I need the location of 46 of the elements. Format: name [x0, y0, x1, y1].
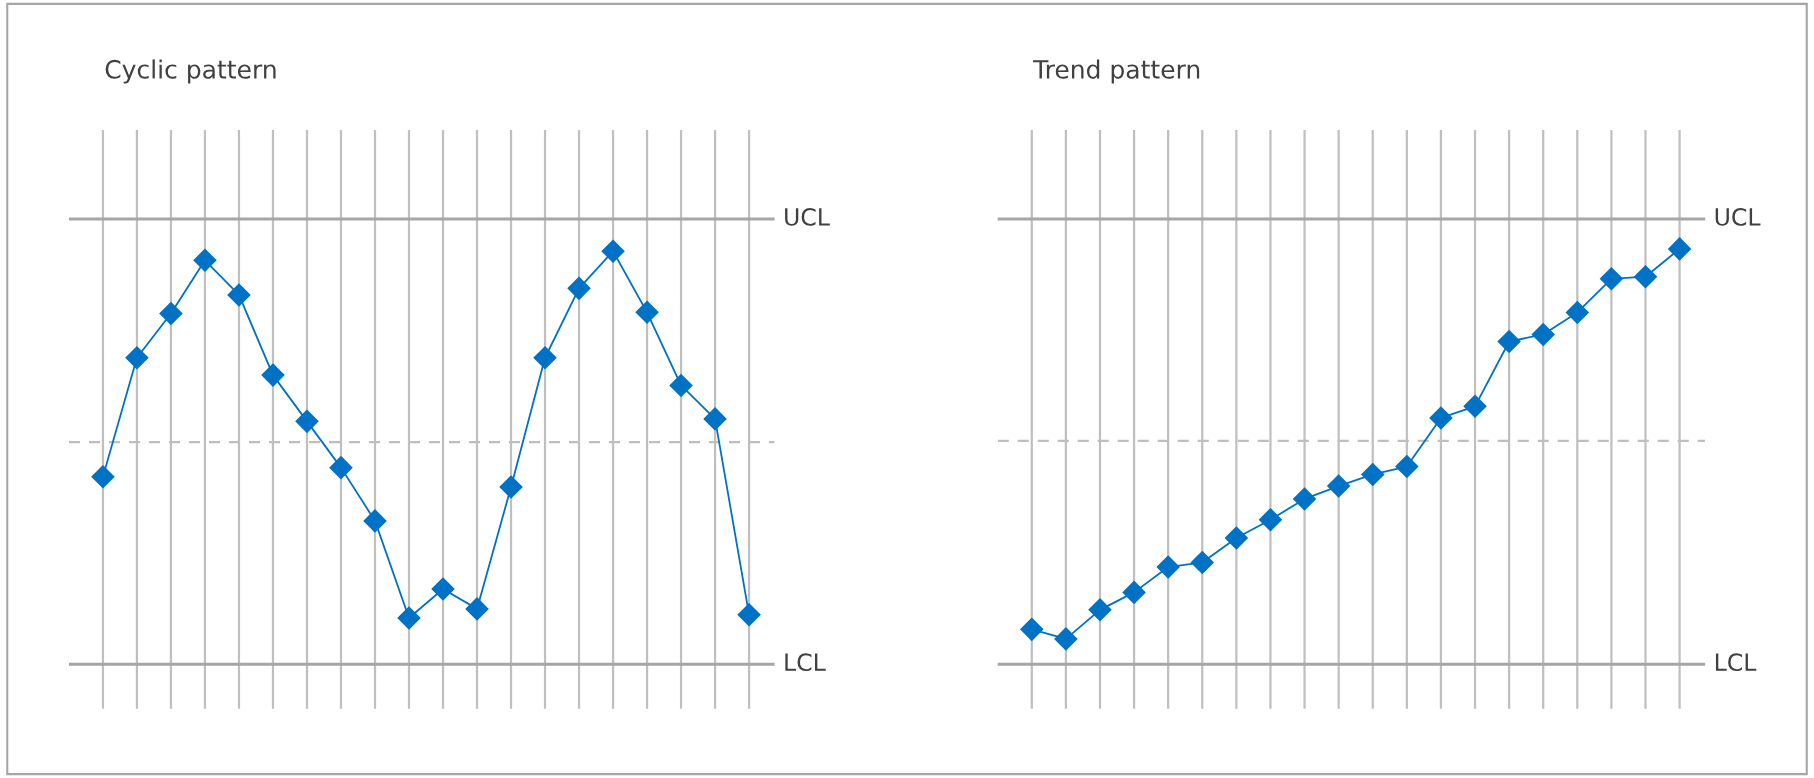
point [193, 248, 217, 272]
point [397, 606, 421, 630]
point [669, 373, 693, 397]
point [1293, 487, 1317, 511]
point [363, 509, 387, 533]
point [227, 283, 251, 307]
point [431, 577, 455, 601]
ref-line-label: LCL [1715, 653, 1757, 672]
point [1395, 455, 1419, 479]
point [1361, 462, 1385, 486]
point [1497, 330, 1521, 354]
point [499, 475, 523, 499]
point [1224, 526, 1248, 550]
point [567, 276, 591, 300]
point [1429, 406, 1453, 430]
point [1190, 550, 1214, 574]
ref-line-label: UCL [785, 207, 830, 226]
point [295, 409, 319, 433]
point [91, 465, 115, 489]
ref-line-label: UCL [1715, 207, 1761, 226]
point [465, 597, 489, 621]
point [1088, 598, 1112, 622]
point [1258, 508, 1282, 532]
point [1634, 265, 1657, 289]
chart-title: Cyclic pattern [105, 59, 276, 84]
point [1463, 394, 1487, 418]
point [159, 302, 183, 326]
point [261, 363, 285, 387]
point [125, 346, 149, 370]
chart-title: Trend pattern [1033, 59, 1200, 84]
point [1122, 580, 1146, 604]
point [737, 603, 761, 627]
point [533, 346, 557, 370]
point [1565, 300, 1589, 324]
point [329, 456, 353, 480]
point [1668, 237, 1692, 261]
point [1054, 627, 1078, 651]
point [635, 300, 659, 324]
point [1599, 267, 1623, 291]
point [703, 407, 727, 431]
point [1531, 322, 1555, 346]
point [601, 239, 625, 263]
point [1020, 617, 1044, 641]
ref-line-label: LCL [785, 653, 826, 672]
point [1156, 555, 1180, 579]
point [1327, 474, 1351, 498]
